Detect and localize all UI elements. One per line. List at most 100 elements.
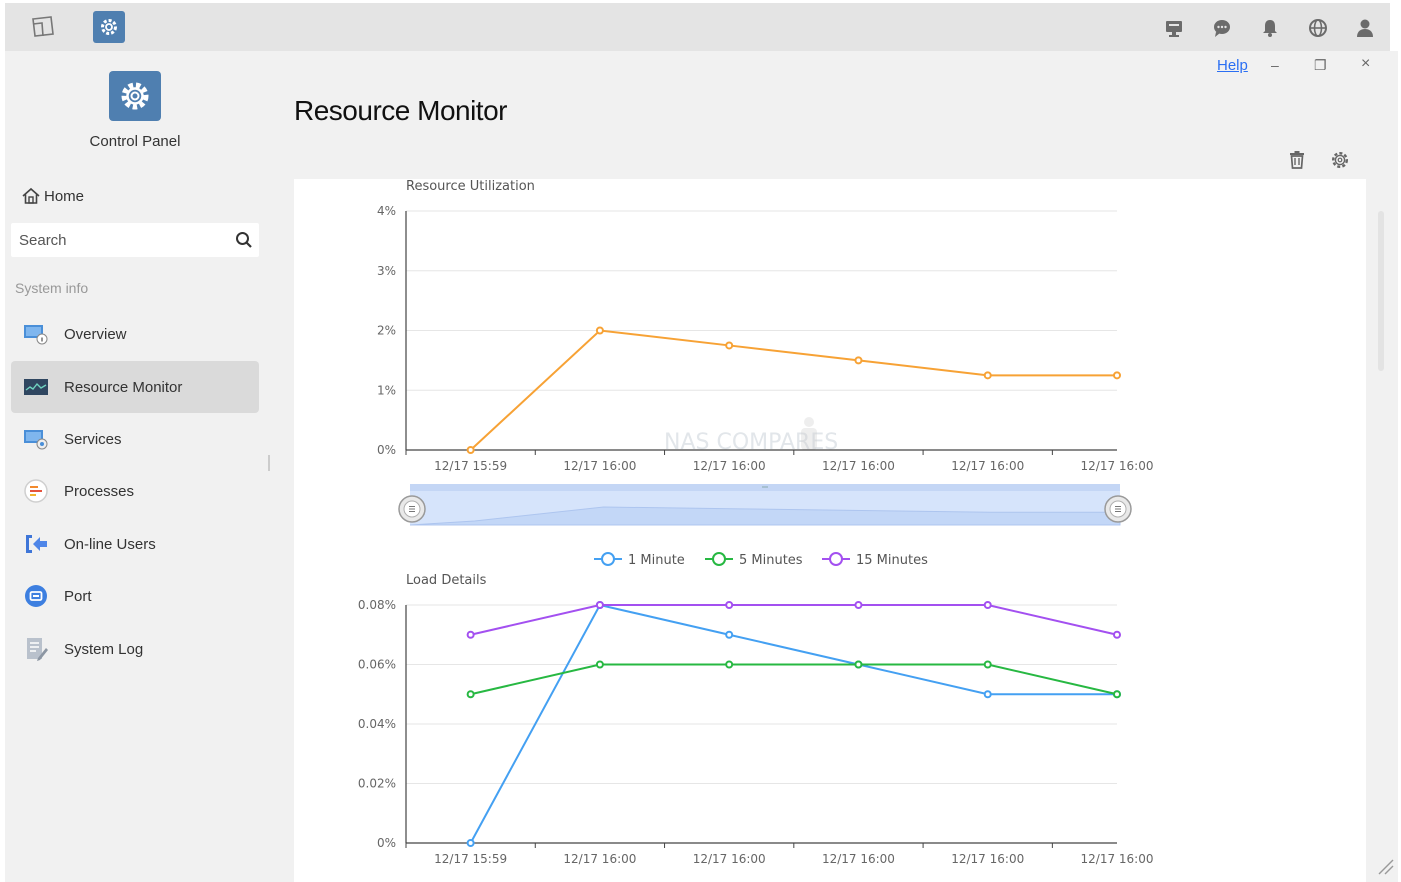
- data-point[interactable]: [466, 630, 475, 639]
- sidebar-item-label: Services: [64, 430, 122, 448]
- user-icon[interactable]: [1354, 17, 1376, 39]
- slider-right-handle[interactable]: [1104, 495, 1132, 523]
- processes-icon: [23, 478, 49, 504]
- resource-monitor-icon: [23, 374, 49, 400]
- y-tick-label: 1%: [377, 383, 396, 397]
- load-details-chart: Load Details 0% 0.02% 0.04% 0.06% 0.08% 12/17 …: [358, 573, 1154, 866]
- y-tick-label: 0.08%: [358, 598, 396, 612]
- legend-item[interactable]: 15 Minutes: [822, 552, 928, 568]
- series-line: [470, 604, 1118, 636]
- watermark-text: NAS COMPARES: [664, 430, 838, 455]
- time-range-slider[interactable]: [398, 484, 1132, 526]
- chat-icon[interactable]: [1211, 17, 1233, 39]
- close-button[interactable]: ×: [1361, 55, 1371, 72]
- data-point[interactable]: [595, 660, 604, 669]
- y-tick-label: 3%: [377, 264, 396, 278]
- data-point[interactable]: [1113, 371, 1121, 380]
- data-point[interactable]: [466, 690, 475, 699]
- sidebar-item-label: Overview: [64, 325, 127, 343]
- bell-icon[interactable]: [1259, 17, 1281, 39]
- control-panel-app-icon[interactable]: [93, 11, 125, 43]
- x-tick-label: 12/17 16:00: [563, 852, 636, 866]
- restore-button[interactable]: ❐: [1314, 57, 1327, 73]
- sidebar-item-online-users[interactable]: On-line Users: [11, 518, 259, 570]
- data-point[interactable]: [983, 660, 992, 669]
- data-point[interactable]: [595, 326, 604, 335]
- sidebar-item-label: Resource Monitor: [64, 378, 183, 396]
- show-desktop-icon[interactable]: [27, 11, 59, 43]
- legend-item[interactable]: 5 Minutes: [705, 552, 803, 568]
- y-tick-label: 0.06%: [358, 658, 396, 672]
- chart-panel: NAS COMPARES Resource Utilization 0% 1% 2% 3…: [294, 179, 1366, 882]
- chart-title: Load Details: [406, 573, 487, 588]
- data-point[interactable]: [1113, 630, 1121, 639]
- window-resize-grip-icon[interactable]: [1375, 856, 1395, 876]
- search-box: [11, 223, 259, 257]
- settings-gear-icon[interactable]: [1329, 149, 1351, 171]
- chart-title: Resource Utilization: [406, 179, 535, 194]
- sidebar-item-label: Processes: [64, 482, 135, 500]
- search-input[interactable]: [11, 223, 226, 257]
- slider-left-handle[interactable]: [398, 495, 426, 523]
- sidebar-item-system-log[interactable]: System Log: [11, 623, 259, 675]
- sidebar-resize-handle[interactable]: [268, 455, 270, 471]
- page-title: Resource Monitor: [294, 95, 507, 126]
- sidebar-item-resource-monitor[interactable]: Resource Monitor: [11, 361, 259, 413]
- search-icon[interactable]: [235, 231, 253, 249]
- globe-icon[interactable]: [1307, 17, 1329, 39]
- vertical-scrollbar[interactable]: [1378, 211, 1384, 371]
- x-tick-label: 12/17 16:00: [822, 852, 895, 866]
- help-link[interactable]: Help: [1217, 57, 1248, 74]
- x-tick-label: 12/17 16:00: [693, 459, 766, 473]
- data-point[interactable]: [725, 601, 734, 609]
- x-tick-label: 12/17 16:00: [1081, 459, 1154, 473]
- data-point[interactable]: [725, 341, 734, 350]
- app-name: Control Panel: [89, 133, 181, 150]
- sidebar: Control Panel Home System info Overview …: [5, 51, 275, 882]
- series-line: [469, 329, 1117, 451]
- data-point[interactable]: [595, 601, 604, 609]
- system-log-icon: [23, 636, 49, 662]
- x-tick-label: 12/17 15:59: [434, 459, 507, 473]
- sidebar-item-label: System Log: [64, 640, 144, 658]
- x-tick-label: 12/17 16:00: [951, 459, 1024, 473]
- sidebar-item-overview[interactable]: Overview: [11, 308, 259, 360]
- y-tick-label: 4%: [377, 204, 396, 218]
- data-point[interactable]: [725, 630, 734, 639]
- data-point[interactable]: [983, 601, 992, 609]
- data-point[interactable]: [983, 371, 992, 380]
- legend-item[interactable]: 1 Minute: [594, 552, 685, 568]
- data-point[interactable]: [854, 601, 863, 609]
- system-info-section-label: System info: [15, 280, 89, 296]
- online-users-icon: [23, 531, 49, 557]
- watermark-figure-icon: [801, 417, 817, 450]
- series-line: [470, 663, 1118, 696]
- trash-icon[interactable]: [1286, 149, 1308, 171]
- data-point[interactable]: [983, 690, 992, 699]
- y-tick-label: 0%: [377, 443, 396, 457]
- control-panel-logo-icon: [109, 71, 161, 121]
- home-link[interactable]: Home: [21, 187, 84, 205]
- x-tick-label: 12/17 16:00: [1081, 852, 1154, 866]
- services-icon: [23, 426, 49, 452]
- series-line: [469, 603, 1117, 844]
- minimize-button[interactable]: –: [1271, 57, 1279, 73]
- legend-label: 1 Minute: [628, 553, 685, 568]
- overview-icon: [23, 321, 49, 347]
- y-tick-label: 0%: [377, 836, 396, 850]
- data-point[interactable]: [466, 446, 475, 454]
- sidebar-item-label: Port: [64, 587, 92, 605]
- y-tick-label: 2%: [377, 324, 396, 338]
- sidebar-item-processes[interactable]: Processes: [11, 465, 259, 517]
- data-point[interactable]: [725, 660, 734, 669]
- data-point[interactable]: [1113, 690, 1121, 699]
- data-point[interactable]: [854, 660, 863, 669]
- sidebar-item-services[interactable]: Services: [11, 413, 259, 465]
- y-tick-label: 0.04%: [358, 717, 396, 731]
- monitor-icon[interactable]: [1163, 17, 1185, 39]
- home-icon: [22, 187, 40, 204]
- sidebar-item-port[interactable]: Port: [11, 570, 259, 622]
- data-point[interactable]: [466, 839, 475, 847]
- desktop-taskbar: [5, 3, 1390, 51]
- data-point[interactable]: [854, 356, 863, 365]
